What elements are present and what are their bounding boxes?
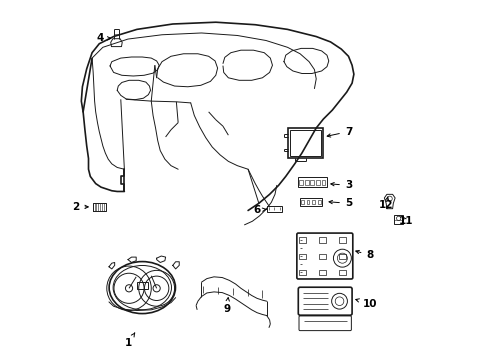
- Bar: [319, 253, 325, 259]
- Text: 10: 10: [355, 299, 377, 309]
- Text: 7: 7: [326, 127, 351, 137]
- Text: 8: 8: [355, 250, 373, 260]
- Bar: [299, 180, 303, 185]
- Text: 12: 12: [378, 197, 393, 210]
- Bar: [300, 200, 303, 204]
- Bar: [267, 206, 281, 212]
- Bar: [287, 129, 323, 158]
- Text: 6: 6: [253, 206, 266, 216]
- Bar: [319, 237, 325, 243]
- Bar: [339, 270, 345, 275]
- Bar: [299, 237, 305, 243]
- Bar: [300, 198, 322, 206]
- Bar: [299, 253, 305, 259]
- Bar: [321, 180, 325, 185]
- Bar: [339, 253, 345, 259]
- Bar: [306, 200, 309, 204]
- Bar: [299, 270, 305, 275]
- Bar: [298, 177, 326, 187]
- Text: 11: 11: [398, 216, 412, 226]
- Bar: [137, 282, 147, 289]
- Text: 3: 3: [330, 180, 351, 190]
- Text: 1: 1: [124, 333, 135, 348]
- Bar: [315, 180, 319, 185]
- Text: 2: 2: [72, 202, 88, 212]
- Text: 5: 5: [328, 198, 351, 208]
- Bar: [339, 237, 345, 243]
- Text: 9: 9: [223, 298, 230, 314]
- Bar: [394, 215, 402, 224]
- Text: 4: 4: [97, 33, 110, 43]
- Bar: [312, 200, 314, 204]
- Bar: [310, 180, 313, 185]
- Bar: [319, 270, 325, 275]
- Bar: [290, 130, 321, 156]
- Bar: [305, 180, 308, 185]
- Bar: [317, 200, 320, 204]
